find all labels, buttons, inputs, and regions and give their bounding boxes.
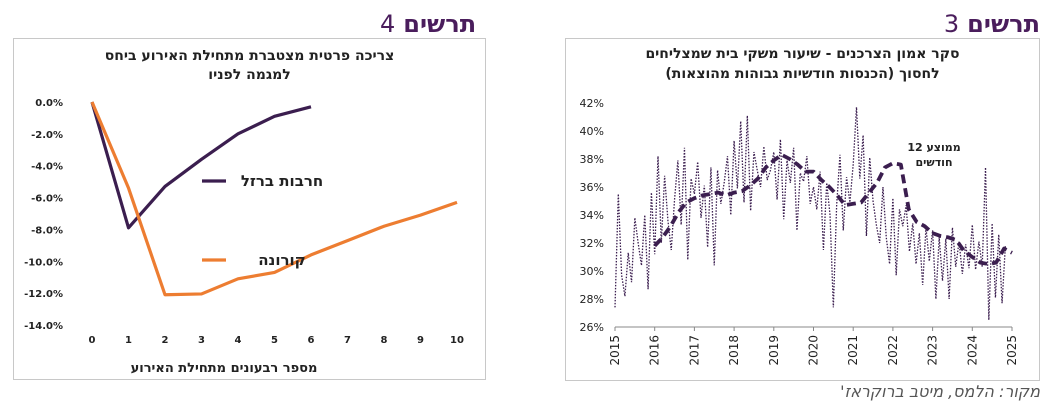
series-line-monthly bbox=[614, 107, 1007, 321]
x-tick-label: 2018 bbox=[727, 335, 741, 366]
x-tick-label: 4 bbox=[235, 335, 242, 346]
y-tick-label: 38% bbox=[580, 153, 604, 166]
x-tick-label: 2024 bbox=[965, 335, 979, 366]
x-tick-label: 2022 bbox=[886, 335, 900, 366]
y-tick-label: -12.0% bbox=[24, 289, 63, 300]
x-tick-label: 6 bbox=[308, 335, 315, 346]
chart-4-heading-word: תרשים bbox=[403, 10, 477, 38]
y-tick-label: -14.0% bbox=[24, 321, 63, 332]
legend-label-iron-swords: חרבות ברזל bbox=[241, 172, 323, 190]
y-tick-label: 28% bbox=[580, 293, 604, 306]
chart-4-heading: תרשים4 bbox=[380, 10, 476, 38]
y-tick-label: -6.0% bbox=[31, 194, 63, 205]
x-tick-label: 8 bbox=[381, 335, 388, 346]
x-tick-label: 2021 bbox=[846, 335, 860, 366]
y-tick-label: 34% bbox=[580, 209, 604, 222]
x-tick-label: 2016 bbox=[648, 335, 662, 366]
x-tick-label: 2019 bbox=[767, 335, 781, 366]
y-tick-label: 40% bbox=[580, 125, 604, 138]
x-tick-label: 5 bbox=[271, 335, 278, 346]
y-tick-label: 30% bbox=[580, 265, 604, 278]
x-tick-label: 2017 bbox=[687, 335, 701, 366]
x-tick-label: 9 bbox=[417, 335, 424, 346]
x-tick-label: 1 bbox=[125, 335, 132, 346]
y-tick-label: -4.0% bbox=[31, 162, 63, 173]
consumption-chart-panel: צריכה פרטית מצטברת מתחילת האירוע ביחס למ… bbox=[13, 38, 486, 380]
y-tick-label: 26% bbox=[580, 321, 604, 334]
y-tick-label: 0.0% bbox=[35, 98, 63, 109]
x-tick-label: 2020 bbox=[807, 335, 821, 366]
x-tick-label: 0 bbox=[89, 335, 96, 346]
chart-3-heading-number: 3 bbox=[943, 10, 960, 38]
series-line-iron-swords bbox=[90, 101, 312, 230]
savings-chart-plot: 42% 40% 38% 36% 34% 32% 30% 28% 26% 2015 2016 2017 2… bbox=[580, 97, 1019, 366]
chart-4-heading-number: 4 bbox=[380, 10, 396, 38]
y-tick-label: -2.0% bbox=[31, 130, 63, 141]
y-tick-label: -8.0% bbox=[31, 225, 63, 236]
y-tick-label: 32% bbox=[580, 237, 604, 250]
chart-3-heading-word: תרשים bbox=[967, 10, 1040, 38]
x-axis-label: מספר רבעונים מתחילת האירוע bbox=[131, 361, 318, 376]
chart-title-line-1: סקר אמון הצרכנים - שיעור משקי בית שמצליח… bbox=[645, 46, 960, 62]
chart-3-heading: תרשים3 bbox=[944, 10, 1040, 38]
chart-title-line-2: לחסוך (הכנסות חודשיות גבוהות מהוצאות) bbox=[665, 66, 940, 82]
annotation-line-1: ממוצע 12 bbox=[907, 141, 960, 154]
consumption-chart-plot: 0.0% -2.0% -4.0% -6.0% -8.0% -10.0% -12.0% -14.… bbox=[24, 98, 464, 376]
annotation-line-2: חודשים bbox=[915, 156, 952, 169]
chart-title-line-2: למגמה לפניו bbox=[208, 67, 291, 83]
x-tick-label: 2025 bbox=[1005, 335, 1019, 366]
y-tick-label: -10.0% bbox=[24, 257, 63, 268]
x-tick-label: 2015 bbox=[608, 335, 622, 366]
y-tick-label: 42% bbox=[580, 97, 604, 110]
legend-label-covid: קורונה bbox=[258, 251, 305, 269]
x-tick-label: 2023 bbox=[926, 335, 940, 366]
y-tick-label: 36% bbox=[580, 181, 604, 194]
x-tick-label: 7 bbox=[344, 335, 351, 346]
x-tick-label: 2 bbox=[162, 335, 169, 346]
series-line-12-month-average bbox=[653, 152, 1013, 266]
savings-chart-panel: סקר אמון הצרכנים - שיעור משקי בית שמצליח… bbox=[565, 38, 1040, 381]
x-tick-label: 10 bbox=[450, 335, 464, 346]
chart-title-line-1: צריכה פרטית מצטברת מתחילת האירוע ביחס bbox=[104, 48, 395, 64]
source-note: מקור: הלמס, מיטב ברוקראז' bbox=[840, 382, 1040, 401]
x-tick-label: 3 bbox=[198, 335, 205, 346]
series-line-covid bbox=[90, 101, 458, 297]
